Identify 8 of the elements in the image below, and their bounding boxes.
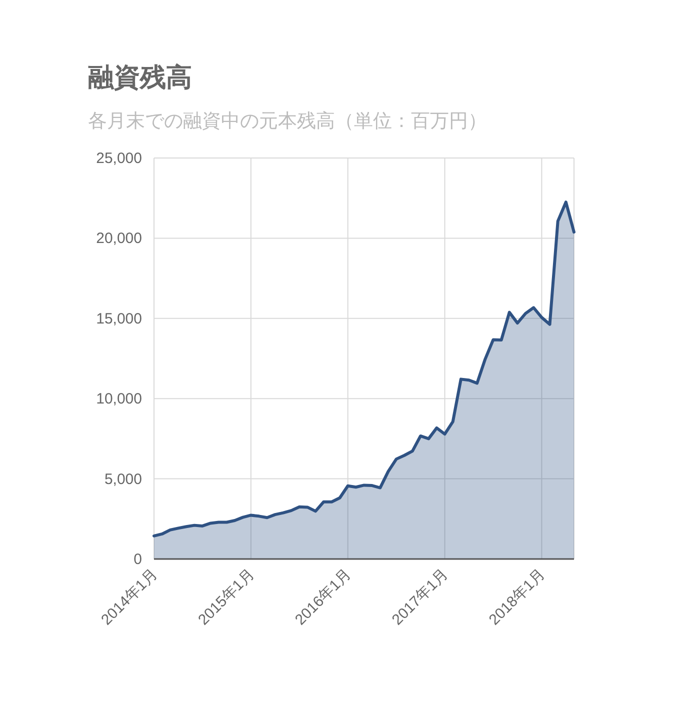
chart-subtitle: 各月末での融資中の元本残高（単位：百万円） <box>88 110 487 132</box>
y-tick-label: 20,000 <box>96 230 142 248</box>
y-tick-label: 15,000 <box>96 310 142 328</box>
y-tick-label: 10,000 <box>96 390 142 408</box>
y-tick-label: 25,000 <box>96 150 142 167</box>
y-tick-label: 5,000 <box>104 470 142 488</box>
y-tick-label: 0 <box>134 551 142 568</box>
chart-title: 融資残高 <box>88 62 192 92</box>
